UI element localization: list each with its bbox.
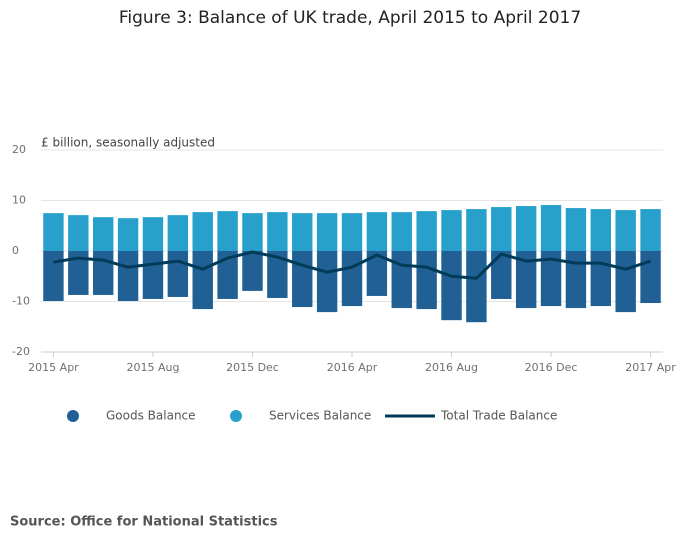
bar [515, 206, 537, 251]
y-tick-label: 0 [12, 244, 19, 257]
bar [92, 217, 114, 251]
x-tick-label: 2016 Aug [425, 361, 478, 374]
bar [316, 251, 338, 313]
bar [416, 251, 437, 310]
bar [117, 218, 139, 251]
bar [615, 251, 636, 313]
x-tick-label: 2015 Aug [126, 361, 179, 374]
bar [441, 210, 462, 251]
bar [590, 251, 612, 307]
y-tick-label: -20 [12, 345, 30, 358]
x-tick-label: 2015 Dec [226, 361, 279, 374]
bar [92, 251, 114, 295]
bar [43, 213, 64, 251]
bar [316, 213, 338, 251]
bar [267, 212, 288, 251]
x-tick-label: 2016 Apr [327, 361, 378, 374]
bar [192, 251, 213, 310]
bar [466, 209, 487, 251]
bar [292, 213, 313, 251]
bar [515, 251, 537, 309]
chart-title: Figure 3: Balance of UK trade, April 201… [119, 8, 581, 28]
bar [640, 209, 661, 251]
bar [192, 212, 213, 251]
bar [242, 251, 263, 291]
line [53, 250, 652, 280]
x-tick-label: 2017 Apr [625, 361, 676, 374]
bar [142, 251, 164, 299]
bar [68, 215, 89, 251]
x-tick-label: 2015 Apr [28, 361, 79, 374]
bar [615, 210, 636, 251]
bar [590, 209, 612, 251]
bar [565, 208, 587, 251]
legend-label: Total Trade Balance [440, 409, 557, 423]
bar [391, 212, 412, 251]
bar [640, 251, 661, 304]
x-tick-label: 2016 Dec [525, 361, 578, 374]
bar [441, 251, 462, 321]
bar [491, 207, 512, 251]
bar [68, 251, 89, 295]
bar [416, 211, 437, 251]
bar [391, 251, 412, 309]
bar [341, 213, 363, 251]
bar [540, 205, 562, 251]
bar [217, 211, 238, 251]
bar [117, 251, 139, 301]
bar [217, 251, 238, 299]
y-tick-label: -10 [12, 295, 30, 308]
legend-label: Goods Balance [106, 409, 196, 423]
bar [491, 251, 512, 299]
source: Source: Office for National Statistics [10, 515, 278, 530]
bar [366, 251, 388, 296]
legend-label: Services Balance [269, 409, 371, 423]
legend-swatch [67, 410, 79, 422]
bar [341, 251, 363, 307]
bar [366, 212, 388, 251]
bar [540, 251, 562, 307]
bar [43, 251, 64, 301]
y-tick-label: 20 [12, 143, 26, 156]
bar [167, 251, 189, 297]
legend-swatch [230, 410, 242, 422]
bar [565, 251, 587, 309]
bar [242, 213, 263, 251]
bar [267, 251, 288, 298]
bar [142, 217, 164, 251]
bar [167, 215, 189, 251]
bar [292, 251, 313, 308]
bar [466, 251, 487, 323]
y-axis-label: £ billion, seasonally adjusted [41, 136, 215, 150]
y-tick-label: 10 [12, 194, 26, 207]
